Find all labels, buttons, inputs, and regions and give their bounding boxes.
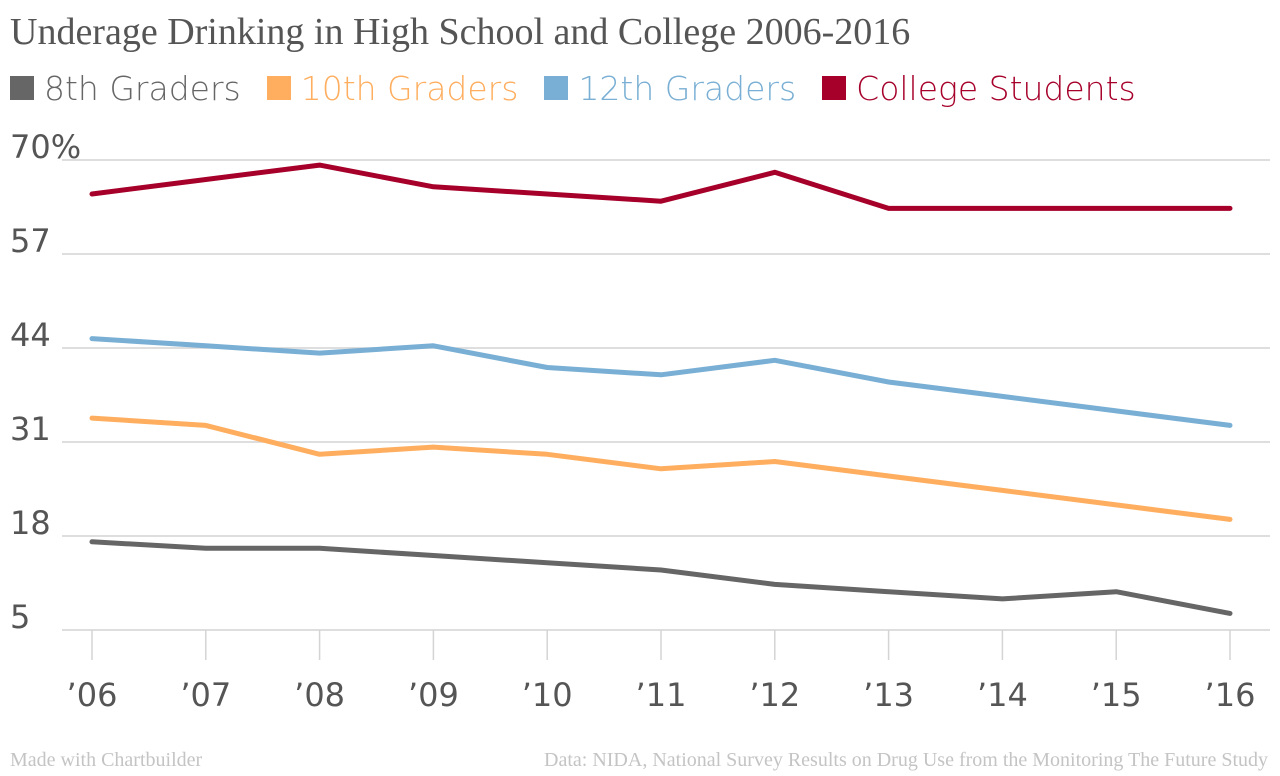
x-tick-label-6: ’12 [749, 676, 800, 714]
footer-credit: Made with Chartbuilder [10, 749, 203, 771]
y-tick-label-1: 57 [10, 222, 51, 260]
x-tick-label-0: ’06 [67, 676, 118, 714]
series-line-10th-graders [89, 415, 1233, 522]
footer-source: Data: NIDA, National Survey Results on D… [544, 749, 1268, 771]
legend-swatch-10th-graders [266, 76, 291, 100]
x-tick-label-3: ’09 [408, 676, 459, 714]
legend-item-10th-graders: 10th Graders [266, 68, 519, 108]
legend-item-8th-graders: 8th Graders [10, 69, 241, 108]
legend-item-college-students: College Students [822, 69, 1136, 108]
y-tick-label-4: 18 [10, 504, 51, 542]
x-tick-label-1: ’07 [180, 676, 231, 714]
series-line-8th-graders [89, 539, 1233, 616]
x-tick-label-10: ’16 [1205, 676, 1256, 714]
y-tick-label-3: 31 [10, 410, 51, 448]
legend: 8th Graders 10th Graders 12th Graders Co… [10, 66, 1162, 110]
legend-label-8th-graders: 8th Graders [44, 68, 241, 108]
x-tick-label-8: ’14 [977, 676, 1028, 714]
legend-swatch-8th-graders [10, 76, 34, 100]
x-tick-label-4: ’10 [522, 676, 573, 714]
x-tick-label-9: ’15 [1091, 676, 1142, 714]
y-tick-label-2: 44 [10, 316, 51, 354]
legend-label-12th-graders: 12th Graders [578, 68, 797, 108]
y-tick-label-0: 70% [10, 128, 81, 166]
legend-swatch-12th-graders [544, 76, 569, 100]
x-tick-label-2: ’08 [294, 676, 345, 714]
y-tick-label-5: 5 [10, 598, 30, 636]
legend-label-10th-graders: 10th Graders [300, 68, 519, 108]
series-line-12th-graders [89, 336, 1233, 428]
x-tick-label-7: ’13 [863, 676, 914, 714]
series-line-college-students [89, 162, 1233, 211]
x-tick-label-5: ’11 [636, 676, 687, 714]
legend-swatch-college-students [822, 76, 847, 100]
legend-item-12th-graders: 12th Graders [544, 69, 796, 108]
chart-title: Underage Drinking in High School and Col… [10, 11, 911, 53]
legend-label-college-students: College Students [856, 68, 1136, 108]
